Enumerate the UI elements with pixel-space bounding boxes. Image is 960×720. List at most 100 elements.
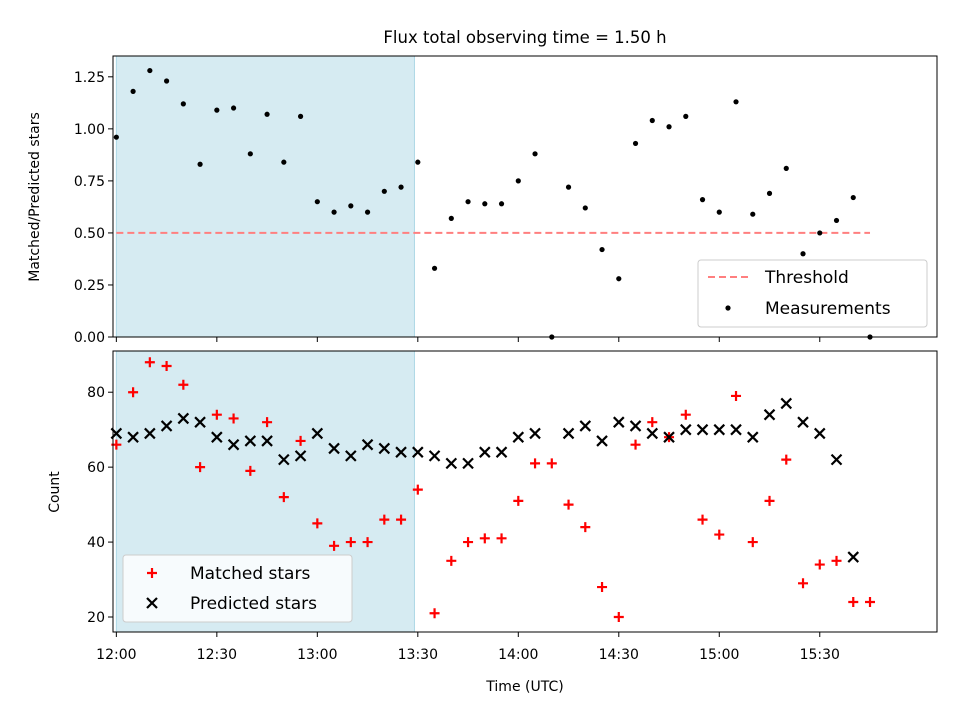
predicted-star-point bbox=[194, 416, 206, 428]
legend-predicted-swatch bbox=[146, 597, 158, 609]
predicted-star-point bbox=[361, 438, 374, 451]
measurement-point bbox=[750, 211, 756, 217]
predicted-star-point bbox=[445, 457, 458, 470]
measurement-point bbox=[331, 209, 337, 215]
matched-star-point bbox=[195, 462, 206, 473]
bottom-y-tick-label: 80 bbox=[87, 385, 105, 401]
matched-star-point bbox=[697, 514, 708, 525]
measurement-point bbox=[632, 140, 639, 147]
measurement-point bbox=[766, 190, 773, 196]
matched-star-point bbox=[446, 555, 457, 566]
predicted-star-point bbox=[395, 446, 407, 458]
matched-star-point bbox=[513, 495, 524, 506]
matched-star-point bbox=[630, 439, 641, 450]
top-legend: Threshold Measurements bbox=[697, 259, 928, 328]
predicted-star-point bbox=[813, 427, 826, 440]
predicted-star-point bbox=[696, 423, 709, 436]
predicted-star-point bbox=[311, 427, 324, 440]
measurement-point bbox=[683, 113, 689, 119]
measurement-point bbox=[666, 124, 672, 130]
measurement-point bbox=[733, 99, 739, 105]
bottom-x-tick-label: 14:00 bbox=[498, 647, 538, 663]
measurement-point bbox=[616, 276, 622, 282]
x-axis-label: Time (UTC) bbox=[485, 679, 563, 695]
measurement-point bbox=[465, 199, 471, 205]
legend-matched-label: Matched stars bbox=[190, 564, 310, 584]
matched-star-point bbox=[747, 537, 758, 548]
measurement-point bbox=[498, 201, 505, 207]
predicted-star-point bbox=[763, 408, 776, 421]
measurement-point bbox=[448, 215, 454, 221]
measurement-point bbox=[431, 265, 438, 271]
bottom-x-tick-label: 15:30 bbox=[800, 647, 840, 663]
predicted-star-point bbox=[294, 450, 307, 462]
bottom-x-tick-label: 14:30 bbox=[599, 647, 639, 663]
bottom-y-axis-label: Count bbox=[47, 471, 63, 513]
matched-star-point bbox=[295, 435, 306, 446]
matched-star-point bbox=[546, 458, 557, 469]
predicted-star-point bbox=[244, 435, 257, 447]
matched-star-point bbox=[429, 608, 440, 619]
matched-star-point bbox=[496, 533, 507, 544]
matched-star-point bbox=[144, 357, 155, 368]
measurement-point bbox=[264, 111, 270, 117]
measurement-point bbox=[800, 251, 806, 257]
matched-star-point bbox=[161, 360, 172, 371]
matched-star-point bbox=[245, 465, 256, 476]
predicted-star-point bbox=[127, 431, 139, 443]
measurement-point bbox=[130, 88, 136, 94]
top-plot-frame bbox=[112, 55, 938, 338]
predicted-star-point bbox=[227, 438, 240, 451]
predicted-star-point bbox=[596, 435, 608, 447]
matched-star-point bbox=[563, 499, 574, 510]
matched-star-point bbox=[345, 537, 356, 548]
bottom-y-tick-label: 20 bbox=[87, 610, 105, 626]
measurement-point bbox=[147, 67, 153, 74]
matched-star-point bbox=[764, 495, 775, 506]
matched-star-point bbox=[178, 379, 189, 390]
predicted-star-point bbox=[830, 453, 843, 466]
predicted-star-point bbox=[144, 427, 156, 440]
measurement-point bbox=[247, 151, 253, 157]
predicted-star-point bbox=[780, 397, 793, 410]
predicted-star-point bbox=[579, 420, 592, 432]
top-shaded-region bbox=[115, 55, 415, 338]
predicted-star-point bbox=[629, 420, 642, 432]
top-y-tick-label: 0.75 bbox=[74, 174, 105, 190]
predicted-star-point bbox=[160, 420, 173, 432]
matched-star-point bbox=[312, 518, 323, 529]
matched-star-point bbox=[680, 409, 691, 420]
matched-star-point bbox=[329, 540, 340, 551]
predicted-star-point bbox=[512, 431, 525, 443]
matched-star-point bbox=[128, 387, 139, 398]
predicted-star-point bbox=[713, 423, 726, 436]
bottom-x-tick-label: 15:00 bbox=[699, 647, 739, 663]
matched-star-point bbox=[211, 409, 222, 420]
predicted-star-point bbox=[479, 446, 491, 458]
measurement-point bbox=[716, 209, 722, 215]
top-y-axis-label: Matched/Predicted stars bbox=[27, 112, 43, 282]
matched-star-point bbox=[848, 597, 859, 608]
measurement-point bbox=[180, 101, 186, 107]
matched-star-point bbox=[831, 555, 842, 566]
top-legend-box bbox=[697, 259, 928, 328]
predicted-star-point bbox=[746, 431, 759, 443]
matched-star-point bbox=[262, 417, 273, 428]
predicted-star-point bbox=[428, 450, 441, 462]
predicted-star-point bbox=[177, 412, 190, 425]
top-y-tick-label: 0.50 bbox=[74, 226, 105, 242]
bottom-x-tick-label: 13:30 bbox=[398, 647, 438, 663]
matched-star-point bbox=[865, 597, 876, 608]
matched-star-point bbox=[228, 413, 239, 424]
measurement-point bbox=[599, 246, 605, 253]
matched-star-point bbox=[781, 454, 792, 465]
predicted-star-point bbox=[680, 423, 692, 436]
matched-star-point bbox=[362, 537, 373, 548]
measurement-point bbox=[348, 203, 354, 209]
bottom-y-tick-label: 60 bbox=[87, 460, 105, 476]
predicted-star-point bbox=[278, 453, 290, 466]
predicted-star-point bbox=[211, 431, 223, 443]
legend-predicted-label: Predicted stars bbox=[190, 594, 317, 614]
matched-star-point bbox=[714, 529, 725, 540]
